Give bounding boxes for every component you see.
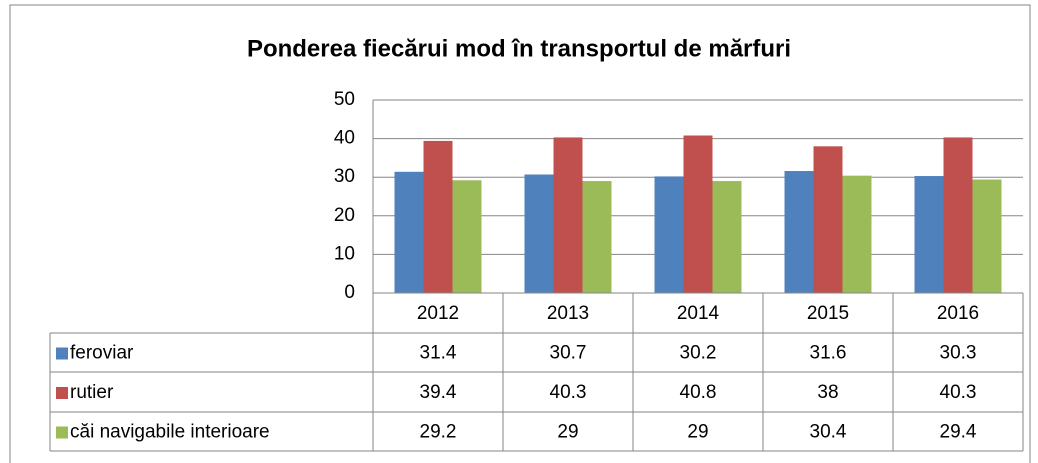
table-value: 31.4 bbox=[420, 343, 457, 364]
bar bbox=[553, 137, 583, 293]
bar bbox=[914, 176, 944, 293]
y-tick-label: 30 bbox=[334, 166, 355, 187]
table-value: 40.3 bbox=[550, 382, 587, 403]
table-value: 38 bbox=[817, 382, 838, 403]
legend-key bbox=[56, 347, 68, 360]
legend-key bbox=[56, 387, 68, 399]
bar bbox=[842, 175, 872, 293]
bar bbox=[712, 181, 742, 293]
bar bbox=[813, 146, 843, 293]
bar bbox=[784, 171, 814, 293]
bar bbox=[394, 171, 424, 293]
legend-key bbox=[56, 426, 68, 439]
x-tick-label: 2015 bbox=[807, 303, 849, 324]
table-value: 29.4 bbox=[940, 422, 977, 443]
bar bbox=[683, 135, 713, 293]
legend-label: rutier bbox=[70, 382, 114, 403]
bar bbox=[582, 181, 612, 293]
table-value: 30.2 bbox=[680, 343, 717, 364]
x-tick-label: 2014 bbox=[677, 303, 720, 324]
table-value: 30.7 bbox=[550, 343, 587, 364]
bar bbox=[654, 176, 684, 293]
x-tick-label: 2016 bbox=[937, 303, 979, 324]
table-value: 39.4 bbox=[420, 382, 457, 403]
chart-border bbox=[9, 4, 1031, 463]
y-tick-label: 40 bbox=[334, 128, 355, 149]
y-tick-label: 0 bbox=[344, 282, 355, 303]
legend-label: căi navigabile interioare bbox=[70, 422, 270, 443]
table-value: 29 bbox=[687, 422, 708, 443]
bar bbox=[972, 179, 1002, 293]
bar bbox=[423, 140, 453, 293]
x-tick-label: 2013 bbox=[547, 303, 589, 324]
chart-title: Ponderea fiecărui mod în transportul de … bbox=[247, 35, 791, 62]
bar bbox=[452, 180, 482, 293]
legend-label: feroviar bbox=[70, 343, 134, 364]
table-value: 29 bbox=[557, 422, 578, 443]
table-value: 30.3 bbox=[940, 343, 977, 364]
x-tick-label: 2012 bbox=[417, 303, 459, 324]
bar bbox=[943, 137, 973, 293]
bar bbox=[524, 174, 554, 293]
table-value: 31.6 bbox=[810, 343, 847, 364]
table-value: 30.4 bbox=[810, 422, 847, 443]
y-tick-label: 20 bbox=[334, 205, 355, 226]
y-tick-label: 50 bbox=[334, 89, 355, 110]
table-value: 40.3 bbox=[940, 382, 977, 403]
table-value: 40.8 bbox=[680, 382, 717, 403]
y-tick-label: 10 bbox=[334, 243, 355, 264]
table-value: 29.2 bbox=[420, 422, 457, 443]
